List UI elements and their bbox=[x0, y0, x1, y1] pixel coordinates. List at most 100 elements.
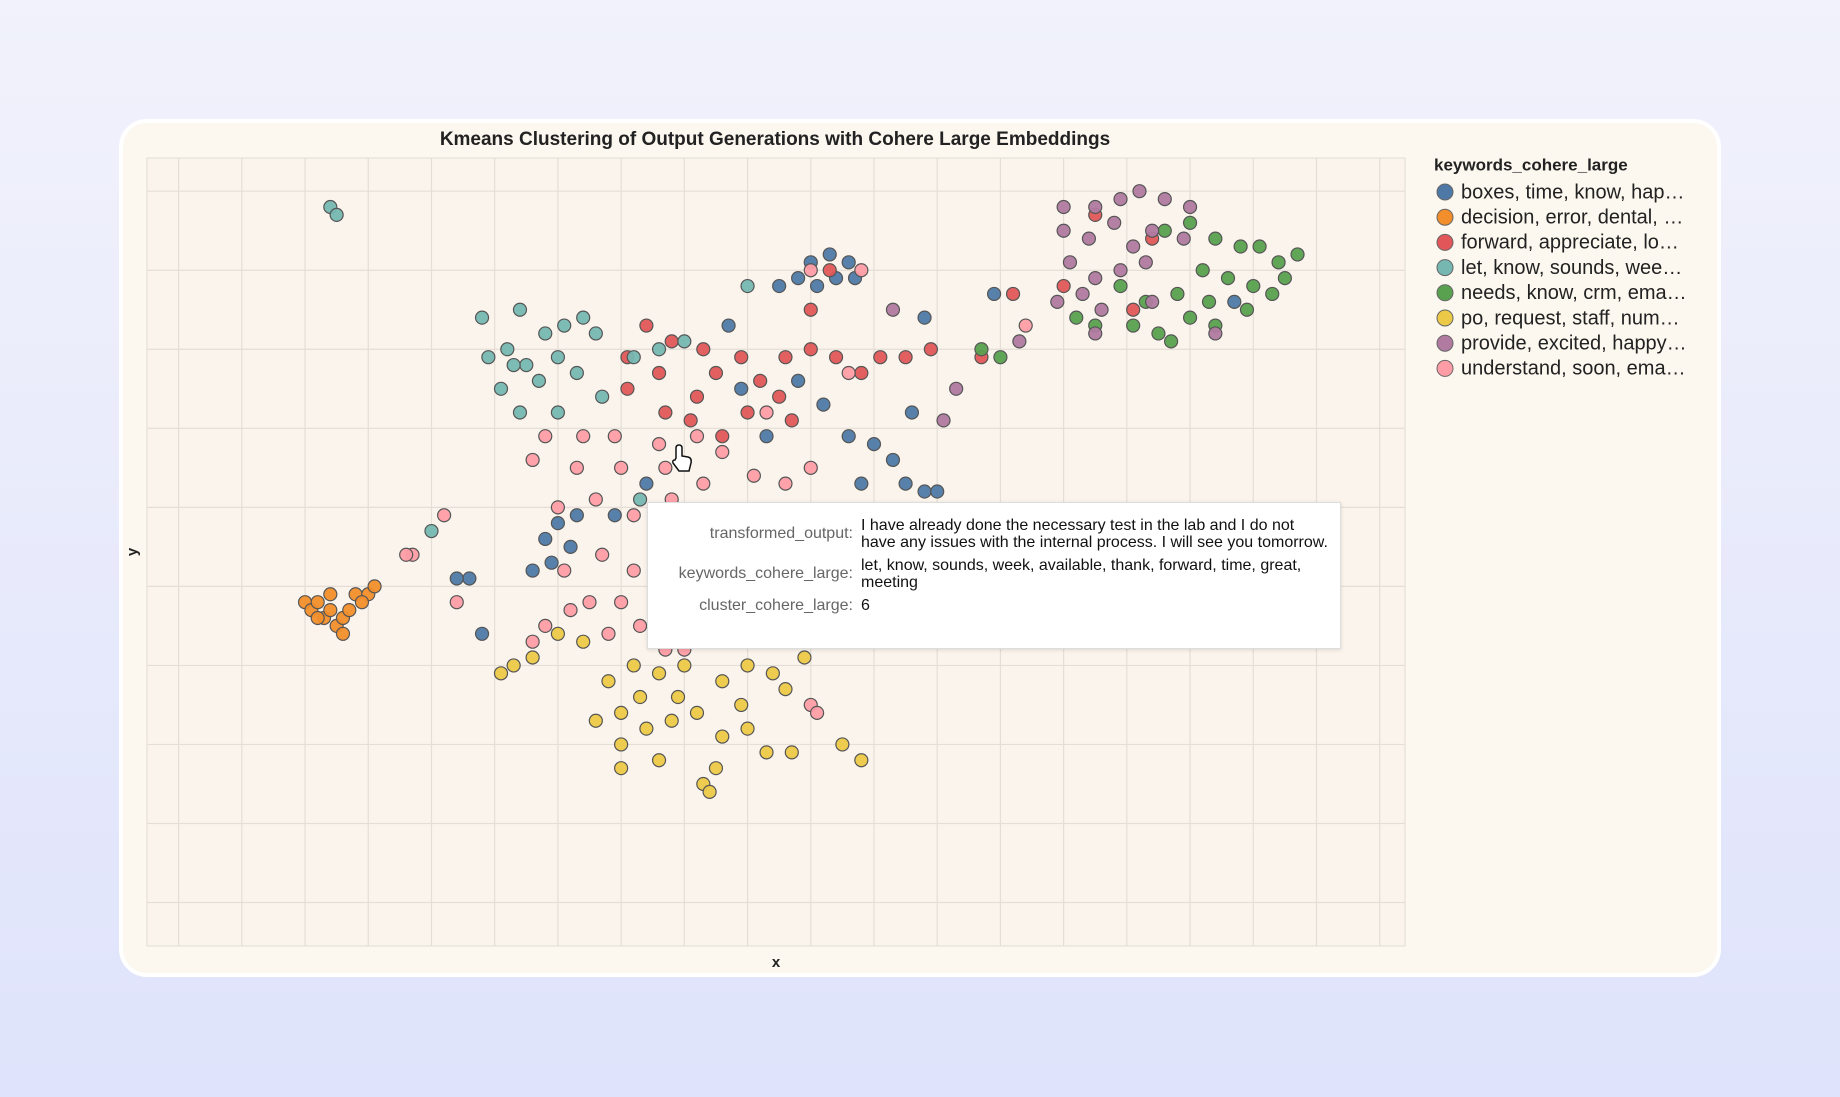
data-point bbox=[1208, 231, 1223, 246]
legend-swatch bbox=[1436, 359, 1454, 377]
data-point bbox=[1233, 239, 1248, 254]
data-point bbox=[658, 405, 673, 420]
data-point bbox=[923, 342, 938, 357]
data-point bbox=[557, 318, 572, 333]
data-point bbox=[1056, 278, 1071, 294]
data-point bbox=[904, 405, 920, 420]
data-point bbox=[854, 263, 869, 278]
data-point bbox=[614, 705, 629, 720]
data-point bbox=[512, 405, 528, 420]
data-point bbox=[784, 413, 799, 428]
data-point bbox=[506, 658, 521, 673]
data-point bbox=[974, 342, 989, 357]
data-point bbox=[822, 247, 837, 262]
tooltip-value: let, know, sounds, week, available, than… bbox=[861, 557, 1302, 591]
tooltip-label: cluster_cohere_large: bbox=[699, 597, 853, 614]
data-point bbox=[841, 365, 856, 381]
data-point bbox=[835, 737, 850, 752]
data-point bbox=[614, 737, 629, 752]
data-point bbox=[696, 476, 711, 491]
data-point bbox=[803, 342, 818, 357]
data-point bbox=[329, 207, 344, 223]
data-point bbox=[310, 595, 325, 610]
data-point bbox=[563, 539, 578, 554]
data-point bbox=[342, 602, 357, 618]
data-point bbox=[873, 350, 888, 365]
data-point bbox=[772, 278, 787, 294]
data-point bbox=[550, 405, 566, 420]
data-point bbox=[1157, 191, 1172, 207]
data-point bbox=[639, 476, 654, 491]
data-point bbox=[493, 381, 509, 396]
data-point bbox=[1252, 239, 1267, 254]
legend-label: provide, excited, happy… bbox=[1461, 332, 1687, 354]
data-point bbox=[1113, 278, 1128, 294]
data-point bbox=[1126, 318, 1141, 333]
data-point bbox=[525, 634, 540, 649]
tooltip-value: 6 bbox=[861, 597, 870, 614]
data-point bbox=[1012, 334, 1027, 349]
data-point bbox=[803, 460, 818, 475]
data-point bbox=[1056, 199, 1071, 215]
data-point bbox=[778, 682, 793, 697]
data-point bbox=[626, 658, 641, 673]
data-point bbox=[525, 563, 540, 578]
legend-swatch bbox=[1436, 183, 1454, 201]
data-point bbox=[651, 753, 667, 768]
data-point bbox=[544, 555, 559, 570]
data-point bbox=[1050, 294, 1065, 309]
data-point bbox=[917, 310, 932, 325]
legend-label: forward, appreciate, lo… bbox=[1461, 232, 1679, 254]
data-point bbox=[841, 429, 856, 444]
data-point bbox=[493, 666, 509, 681]
data-point bbox=[1208, 326, 1223, 341]
data-point bbox=[1277, 271, 1292, 286]
data-point bbox=[437, 508, 452, 523]
data-point bbox=[632, 689, 648, 705]
legend-swatch bbox=[1436, 284, 1454, 302]
data-point bbox=[607, 429, 622, 444]
data-point bbox=[1195, 263, 1210, 278]
data-point bbox=[677, 658, 692, 673]
data-point bbox=[531, 373, 547, 388]
data-point bbox=[689, 429, 705, 444]
data-point bbox=[816, 397, 831, 412]
data-point bbox=[538, 618, 553, 633]
data-point bbox=[1271, 255, 1286, 270]
data-point bbox=[1107, 215, 1122, 230]
data-point bbox=[715, 674, 730, 689]
data-point bbox=[1265, 286, 1280, 302]
data-point bbox=[715, 729, 730, 744]
data-point bbox=[778, 476, 793, 491]
data-point bbox=[1062, 255, 1078, 270]
y-axis-label: y bbox=[124, 547, 141, 556]
data-point bbox=[740, 658, 755, 673]
data-point bbox=[1081, 231, 1097, 246]
data-point bbox=[1126, 302, 1141, 317]
data-point bbox=[854, 753, 869, 768]
data-point bbox=[1088, 199, 1103, 215]
data-point bbox=[449, 571, 464, 586]
data-point bbox=[620, 381, 635, 396]
data-point bbox=[1182, 199, 1198, 215]
data-point bbox=[1145, 223, 1160, 238]
data-point bbox=[588, 326, 603, 341]
data-point bbox=[538, 429, 553, 444]
data-point bbox=[474, 310, 490, 325]
data-point bbox=[885, 452, 901, 468]
data-point bbox=[576, 429, 591, 444]
data-point bbox=[740, 405, 755, 420]
data-point bbox=[1176, 231, 1191, 246]
data-point bbox=[664, 713, 679, 728]
legend-label: needs, know, crm, ema… bbox=[1461, 282, 1687, 304]
data-point bbox=[1088, 271, 1103, 286]
data-point bbox=[576, 310, 591, 325]
data-point bbox=[569, 508, 584, 523]
data-point bbox=[614, 460, 629, 475]
legend-label: understand, soon, ema… bbox=[1461, 358, 1686, 380]
data-point bbox=[557, 563, 572, 578]
data-point bbox=[601, 626, 616, 641]
data-point bbox=[1132, 184, 1147, 199]
data-point bbox=[759, 429, 774, 444]
data-point bbox=[1182, 310, 1198, 325]
